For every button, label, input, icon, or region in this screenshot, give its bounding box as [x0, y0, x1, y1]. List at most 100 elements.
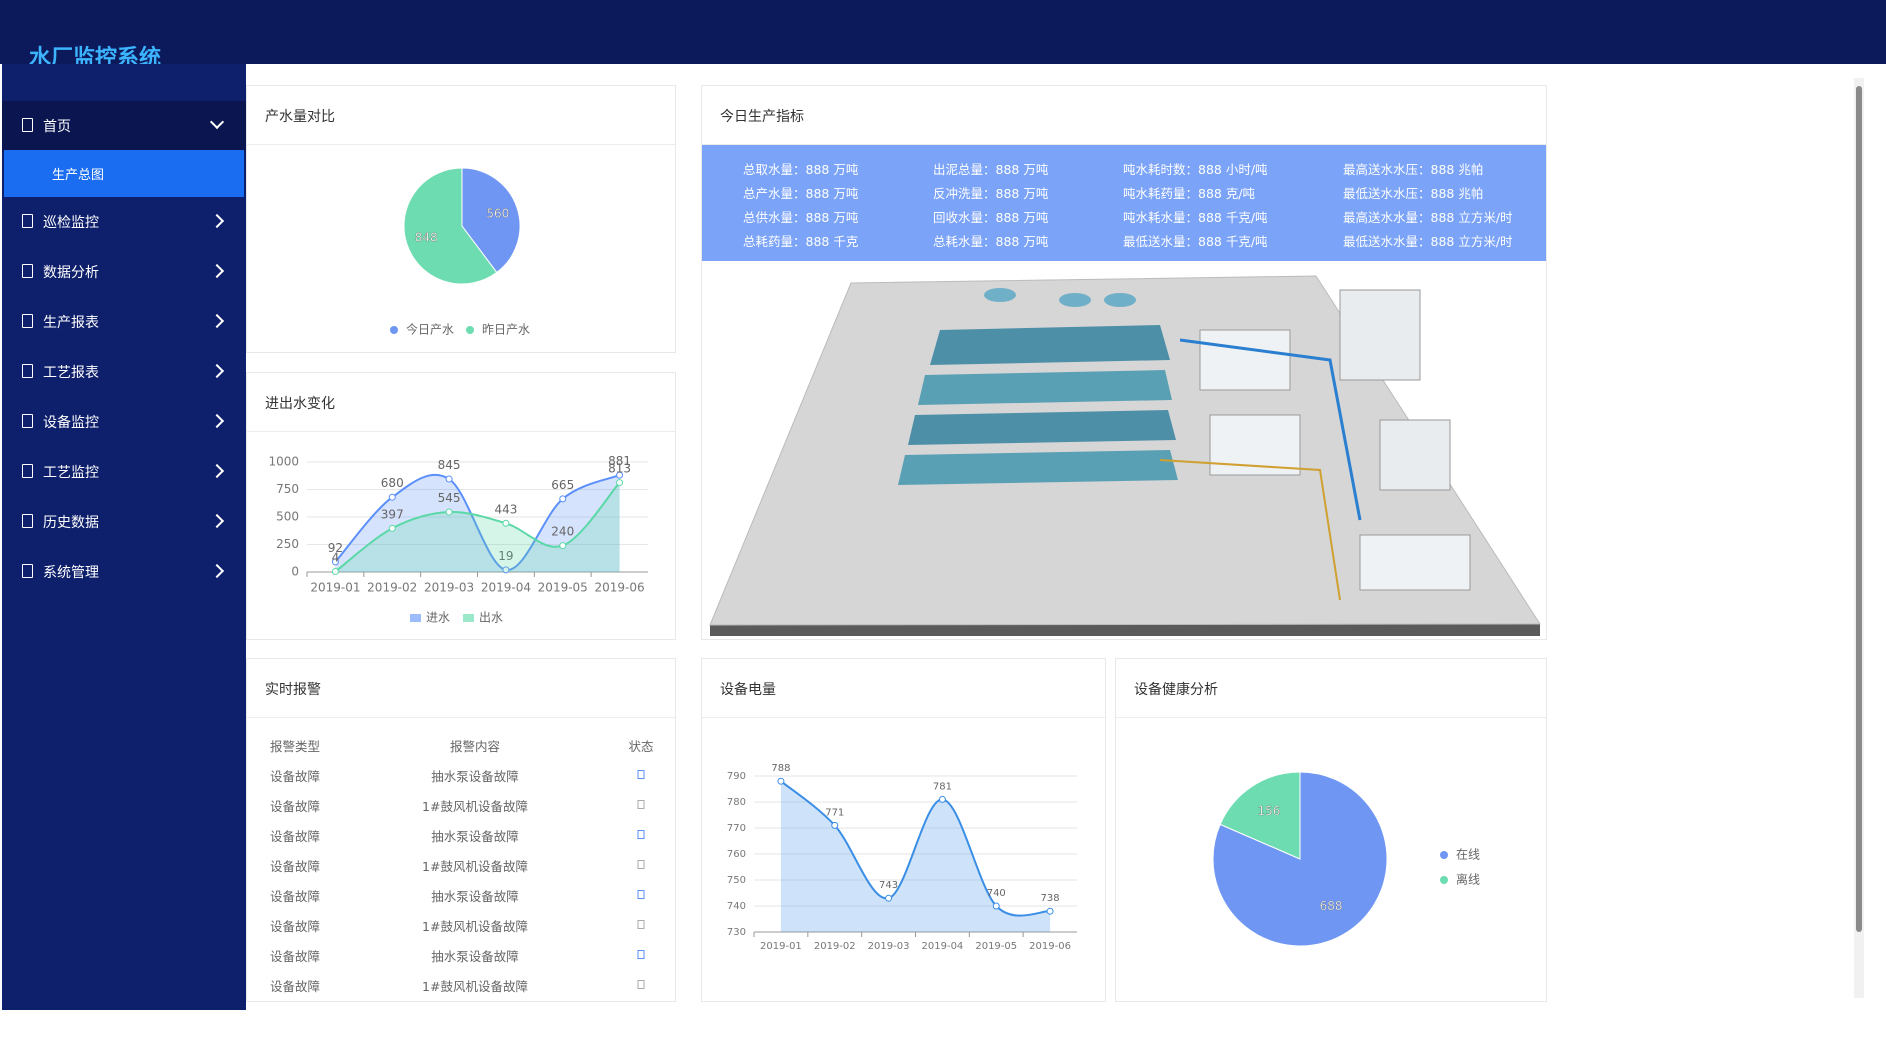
menu-icon	[22, 414, 33, 428]
table-cell: 1#鼓风机设备故障	[422, 799, 528, 814]
menu-icon	[22, 364, 33, 378]
status-icon[interactable]	[637, 800, 645, 809]
point	[559, 495, 567, 503]
panel-title: 实时报警	[265, 682, 321, 698]
status-icon[interactable]	[637, 830, 645, 839]
status-icon[interactable]	[637, 890, 645, 899]
x-tick-label: 2019-03	[868, 941, 910, 952]
menu-icon	[22, 264, 33, 278]
top-bar	[0, 0, 1886, 64]
table-header: 报警内容	[449, 739, 501, 754]
menu-item[interactable]: 首页	[2, 101, 246, 151]
status-icon[interactable]	[637, 980, 645, 989]
point	[1046, 907, 1054, 915]
y-tick-label: 790	[727, 771, 746, 782]
table-header: 状态	[628, 739, 654, 754]
point	[885, 894, 893, 902]
panel-title: 设备健康分析	[1134, 682, 1218, 698]
legend-label: 进水	[426, 611, 450, 625]
table-cell: 设备故障	[269, 799, 321, 814]
pie-slice	[403, 167, 498, 285]
menu-item[interactable]: 设备监控	[2, 397, 246, 447]
indicator: 总耗药量：888 千克	[743, 234, 859, 249]
data-label: 788	[771, 763, 790, 774]
menu-item[interactable]: 数据分析	[2, 247, 246, 297]
data-label: 845	[438, 458, 461, 472]
indicator: 吨水耗药量：888 克/吨	[1123, 186, 1256, 201]
indicator: 最高送水水压：888 兆帕	[1343, 162, 1484, 177]
table-cell: 设备故障	[269, 859, 321, 874]
menu-icon	[22, 464, 33, 478]
status-icon[interactable]	[637, 920, 645, 929]
data-label: 92	[328, 541, 343, 555]
panel: 实时报警 报警类型 报警内容 状态 设备故障 抽水泵设备故障 设备故障 1#鼓风机设备故障 设备…	[246, 658, 676, 1002]
data-label: 156	[1258, 804, 1281, 818]
y-tick-label: 780	[727, 797, 746, 808]
indicator: 最低送水量：888 千克/吨	[1123, 234, 1268, 249]
x-tick-label: 2019-06	[595, 581, 645, 595]
panel-title: 设备电量	[720, 682, 776, 698]
plant-diagram	[709, 275, 1541, 636]
menu-item[interactable]: 巡检监控	[2, 197, 246, 247]
table-cell: 设备故障	[269, 949, 321, 964]
x-tick-label: 2019-02	[367, 581, 417, 595]
legend-marker	[1440, 876, 1448, 884]
status-icon[interactable]	[637, 860, 645, 869]
legend-marker	[466, 326, 474, 334]
legend-label: 昨日产水	[482, 323, 530, 337]
status-icon[interactable]	[637, 770, 645, 779]
indicator: 反冲洗量：888 万吨	[933, 186, 1049, 201]
divider	[247, 431, 675, 432]
point	[502, 519, 510, 527]
point	[445, 475, 453, 483]
y-tick-label: 740	[727, 901, 746, 912]
menu-item[interactable]: 历史数据	[2, 497, 246, 547]
status-icon[interactable]	[637, 950, 645, 959]
data-label: 4	[332, 551, 340, 565]
menu-item[interactable]: 工艺报表	[2, 347, 246, 397]
legend-label: 离线	[1456, 872, 1480, 887]
menu-icon	[22, 214, 33, 228]
legend-label: 在线	[1456, 848, 1480, 862]
data-label: 881	[608, 454, 631, 468]
menu-icon	[22, 564, 33, 578]
data-label: 688	[1320, 899, 1343, 913]
sidebar: 首页 生产总图 巡检监控 数据分析 生产报表 工艺报表 设备监控 工艺监控 历史数据 系统管理	[2, 64, 246, 1010]
y-tick-label: 1000	[268, 455, 299, 469]
point	[445, 508, 453, 516]
point	[992, 902, 1000, 910]
y-tick-label: 770	[727, 823, 746, 834]
indicator: 吨水耗时数：888 小时/吨	[1123, 162, 1268, 177]
menu-item[interactable]: 系统管理	[2, 547, 246, 597]
x-tick-label: 2019-04	[922, 941, 964, 952]
indicator: 吨水耗水量：888 千克/吨	[1123, 210, 1268, 225]
data-label: 19	[498, 549, 513, 563]
panel-title: 产水量对比	[265, 109, 335, 125]
scrollbar-thumb[interactable]	[1856, 86, 1862, 932]
table-cell: 1#鼓风机设备故障	[422, 919, 528, 934]
legend-label: 今日产水	[406, 322, 454, 337]
table-cell: 设备故障	[269, 979, 321, 994]
submenu-item[interactable]: 生产总图	[4, 150, 244, 197]
indicator: 出泥总量：888 万吨	[933, 162, 1049, 177]
point	[388, 524, 396, 532]
menu-item[interactable]: 生产报表	[2, 297, 246, 347]
legend-marker	[463, 614, 474, 622]
menu-item[interactable]: 工艺监控	[2, 447, 246, 497]
data-label: 771	[825, 807, 844, 818]
table-cell: 设备故障	[269, 919, 321, 934]
y-tick-label: 760	[727, 849, 746, 860]
indicator: 总供水量：888 万吨	[743, 210, 859, 225]
panel: 设备电量	[701, 658, 1106, 1002]
point	[616, 471, 624, 479]
indicator: 总产水量：888 万吨	[743, 186, 859, 201]
table-cell: 抽水泵设备故障	[431, 889, 519, 904]
data-label: 240	[551, 525, 574, 539]
indicator: 最低送水水量：888 立方米/时	[1343, 234, 1513, 249]
table-header: 报警类型	[269, 739, 321, 754]
indicator: 总耗水量：888 万吨	[933, 234, 1049, 249]
point	[831, 821, 839, 829]
x-tick-label: 2019-04	[481, 581, 531, 595]
y-tick-label: 250	[276, 537, 299, 551]
